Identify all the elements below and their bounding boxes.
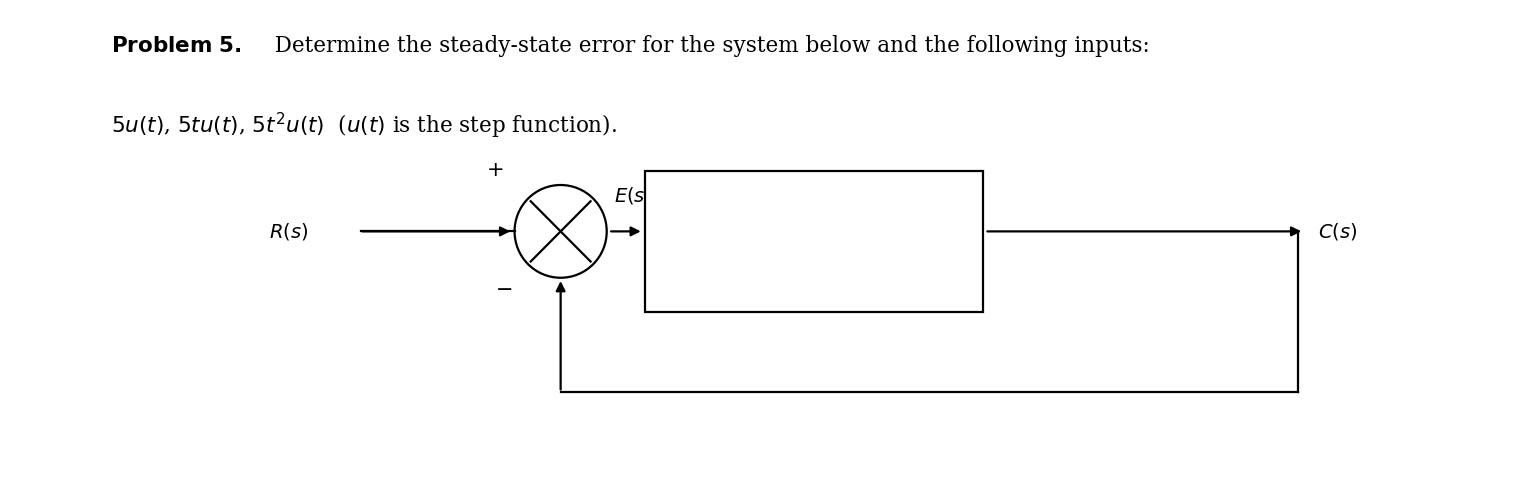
Text: $R(s)$: $R(s)$: [269, 221, 309, 242]
Text: $C(s)$: $C(s)$: [1318, 221, 1358, 242]
Text: $120(s+2)$: $120(s+2)$: [760, 205, 868, 227]
Bar: [645, 171, 983, 312]
Text: $\mathbf{Problem\ 5.}$: $\mathbf{Problem\ 5.}$: [111, 35, 241, 57]
Text: +: +: [487, 160, 504, 180]
Text: $E(s)$: $E(s)$: [614, 185, 653, 206]
Text: $(s+3)(s+4)$: $(s+3)(s+4)$: [748, 263, 880, 285]
Text: $5u(t)$, $5tu(t)$, $5t^2u(t)$  ($u(t)$ is the step function).: $5u(t)$, $5tu(t)$, $5t^2u(t)$ ($u(t)$ is…: [111, 111, 616, 141]
Text: −: −: [496, 280, 513, 300]
Text: Determine the steady-state error for the system below and the following inputs:: Determine the steady-state error for the…: [261, 35, 1150, 57]
